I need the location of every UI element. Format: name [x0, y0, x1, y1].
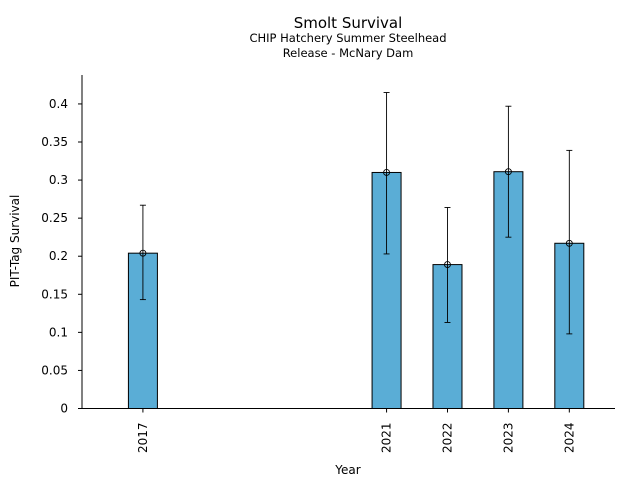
- x-tick-label-2017: 2017: [136, 423, 150, 454]
- y-tick-label-3: 0.15: [41, 287, 68, 301]
- chart-title: Smolt Survival: [294, 14, 403, 32]
- y-tick-label-4: 0.2: [49, 249, 68, 263]
- point-marker-2022: [444, 261, 451, 269]
- x-tick-label-2023: 2023: [501, 423, 515, 454]
- chart-subtitle-line-2: Release - McNary Dam: [283, 46, 414, 60]
- x-axis-label: Year: [334, 463, 360, 477]
- point-marker-2017: [139, 249, 147, 257]
- y-tick-label-0: 0: [60, 402, 68, 416]
- y-tick-label-1: 0.05: [41, 363, 68, 377]
- y-tick-label-6: 0.3: [49, 173, 68, 187]
- x-tick-label-2021: 2021: [380, 423, 394, 454]
- x-tick-label-2022: 2022: [440, 423, 454, 454]
- point-marker-2024: [565, 239, 573, 247]
- point-marker-2023: [504, 168, 512, 176]
- y-tick-label-8: 0.4: [49, 97, 68, 111]
- y-axis-label: PIT-Tag Survival: [8, 195, 22, 288]
- plot-area: 0 0.05 0.1 0.15 0.2 0.25 0.3 0.35 0.4 2017 2021 202…: [41, 92, 585, 454]
- y-tick-label-2: 0.1: [49, 325, 68, 339]
- point-marker-2021: [383, 169, 391, 176]
- y-tick-label-5: 0.25: [41, 211, 68, 225]
- chart-subtitle-line-1: CHIP Hatchery Summer Steelhead: [249, 31, 446, 45]
- y-tick-label-7: 0.35: [41, 135, 68, 149]
- x-tick-label-2024: 2024: [562, 423, 576, 454]
